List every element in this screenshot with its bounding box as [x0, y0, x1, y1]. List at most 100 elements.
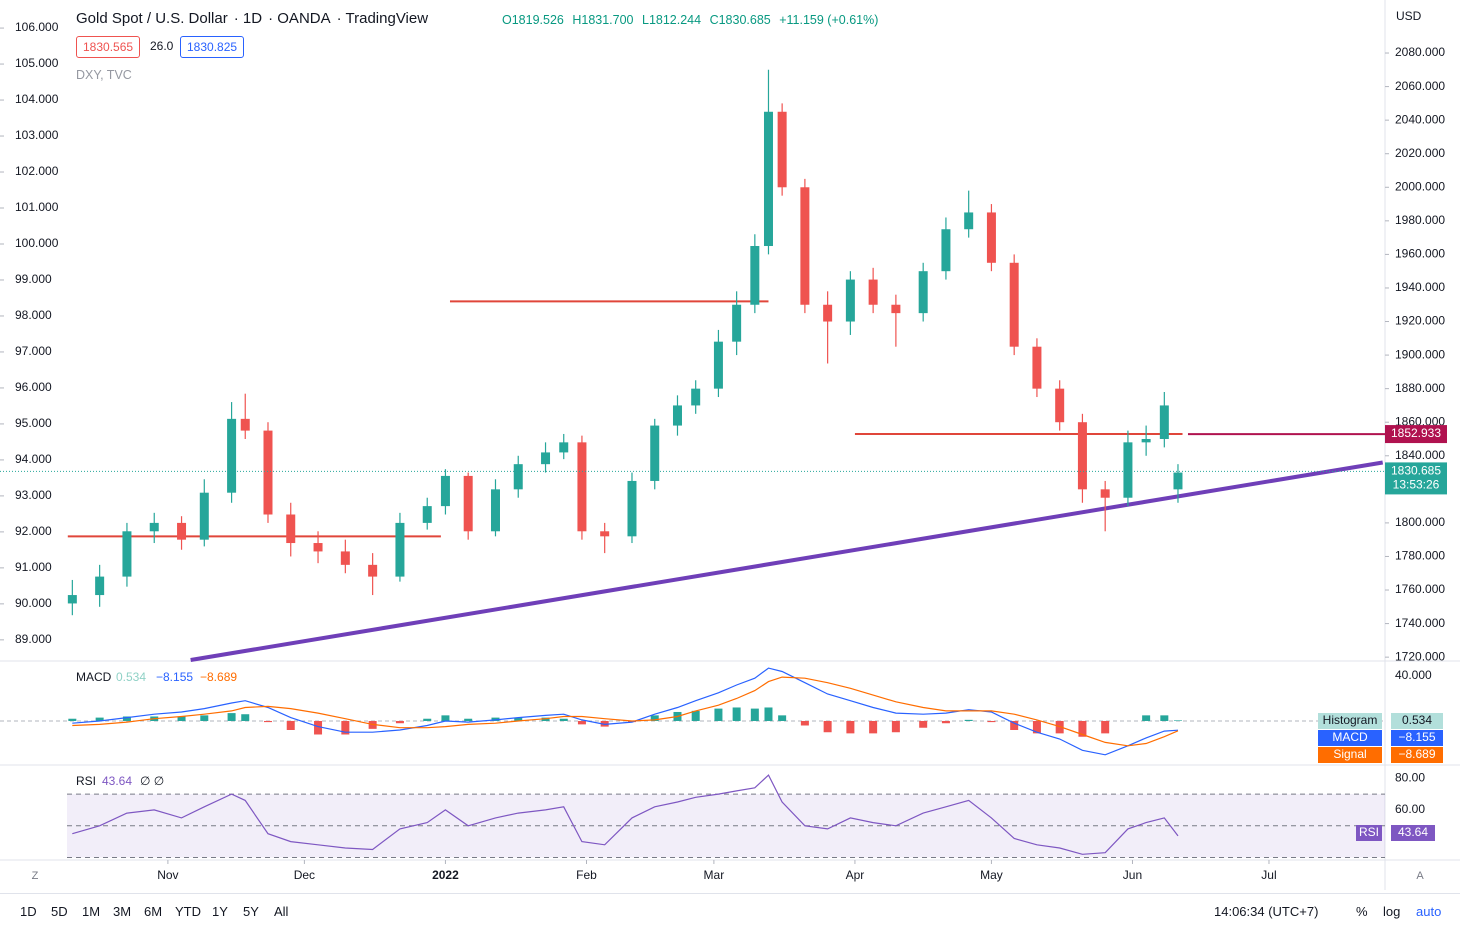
x-tick-label: 2022: [432, 868, 459, 882]
currency[interactable]: USD: [1396, 9, 1422, 23]
histogram-bar: [200, 715, 209, 721]
price-tag-label: 1852.933: [1391, 426, 1441, 440]
y2-tick-label: 96.000: [15, 380, 52, 394]
range-button[interactable]: 3M: [113, 904, 132, 919]
legend-params: ∅ ∅: [140, 774, 164, 788]
candle-body: [691, 388, 701, 406]
histogram-bar: [778, 715, 787, 721]
histogram-bar: [764, 707, 773, 721]
histogram-bar: [314, 720, 323, 735]
y-tick-label: 2080.000: [1395, 45, 1445, 59]
range-button[interactable]: 5D: [51, 904, 68, 919]
range-button[interactable]: All: [274, 904, 289, 919]
candle-body: [1100, 489, 1110, 498]
toolbar: 1D 5D 1M 3M 6M YTD 1Y 5Y All 14:06:34 (UTC+7) % …: [0, 893, 1460, 931]
pane-tag-value: −8.155: [1398, 730, 1435, 744]
y2-tick-label: 90.000: [15, 596, 52, 610]
y-tick-label: 1780.000: [1395, 549, 1445, 563]
candle-body: [1055, 388, 1065, 423]
histogram-bar: [1142, 715, 1151, 721]
histogram-bar: [750, 708, 759, 721]
pane-tag-name: Histogram: [1323, 713, 1378, 727]
histogram-bar: [1078, 720, 1087, 737]
y-tick-label: 2040.000: [1395, 112, 1445, 126]
candle-body: [600, 531, 610, 537]
x-tick-label: Jun: [1123, 868, 1142, 882]
x-tick-label: Apr: [846, 868, 865, 882]
histogram-bar: [691, 710, 700, 721]
y-tick-label: 1860.000: [1395, 414, 1445, 428]
candle-body: [199, 492, 209, 540]
candle-body: [513, 464, 523, 490]
pane-tag: [1356, 825, 1382, 841]
range-button[interactable]: 1M: [82, 904, 101, 919]
candle-body: [732, 304, 742, 342]
candle-body: [1141, 438, 1151, 443]
candle-body: [1173, 472, 1183, 490]
corner-button[interactable]: A: [1416, 870, 1424, 882]
auto-button[interactable]: auto: [1416, 904, 1442, 919]
candle-body: [440, 475, 450, 507]
histogram-bar: [650, 715, 659, 721]
y2-tick-label: 98.000: [15, 308, 52, 322]
macd-line: [72, 667, 1179, 756]
corner-button[interactable]: Z: [32, 870, 39, 882]
macd-pane: 40.000 MACD 0.534 −8.155 −8.689 Histogram 0.53…: [0, 667, 1443, 763]
histogram-bar: [514, 717, 523, 721]
y-tick-label: 2000.000: [1395, 179, 1445, 193]
candle-body: [763, 111, 773, 247]
candle-body: [313, 543, 323, 552]
symbol-header: Gold Spot / U.S. Dollar · 1D · OANDA · Trad…: [76, 10, 429, 27]
histogram-bar: [559, 718, 568, 721]
histogram-bar: [341, 720, 350, 735]
close: C1830.685: [709, 13, 771, 27]
histogram-bar: [122, 716, 131, 721]
y-tick-label: 1840.000: [1395, 448, 1445, 462]
candle-body: [1032, 346, 1042, 389]
y-tick-label: 1900.000: [1395, 347, 1445, 361]
x-tick-label: Feb: [576, 868, 597, 882]
pane-tag: [1391, 730, 1443, 746]
legend-value: −8.689: [200, 670, 237, 684]
pane-tag-name: Signal: [1333, 747, 1366, 761]
x-tick-label: Nov: [157, 868, 178, 882]
clock: 14:06:34 (UTC+7): [1214, 904, 1319, 919]
price-tag: [1385, 425, 1447, 444]
histogram-bar: [919, 720, 928, 728]
histogram-bar: [241, 714, 250, 721]
candle-body: [559, 442, 569, 453]
percent-button[interactable]: %: [1356, 904, 1368, 919]
log-button[interactable]: log: [1383, 904, 1401, 919]
range-button[interactable]: 1D: [20, 904, 37, 919]
histogram-bar: [1173, 720, 1182, 721]
y-tick-label: 1980.000: [1395, 213, 1445, 227]
candle-body: [177, 522, 187, 540]
histogram-bar: [68, 718, 77, 721]
range-button[interactable]: YTD: [175, 904, 201, 919]
candle-body: [964, 212, 974, 230]
y2-tick-label: 94.000: [15, 452, 52, 466]
candle-body: [1077, 422, 1087, 490]
pane-tag-name: RSI: [1359, 825, 1379, 839]
range-button[interactable]: 5Y: [243, 904, 259, 919]
histogram-bar: [464, 718, 473, 721]
candle-body: [1159, 405, 1169, 439]
y-tick-label: 1920.000: [1395, 314, 1445, 328]
last-price-label: 1830.685: [1391, 464, 1441, 478]
main-pane: 1720.000 1740.000 1760.000 1780.000 1800.000…: [0, 20, 1447, 882]
histogram-bar: [177, 716, 186, 721]
candle-body: [1009, 262, 1019, 347]
range-button[interactable]: 6M: [144, 904, 163, 919]
sell-button[interactable]: 1830.565: [76, 36, 141, 58]
range-button[interactable]: 1Y: [212, 904, 228, 919]
candle-body: [263, 430, 273, 515]
pane-tag-value: −8.689: [1398, 747, 1435, 761]
histogram-bar: [891, 720, 900, 733]
rsi-pane: 80.00 60.00 RSI 43.64 ∅ ∅ RSI 43.64: [67, 770, 1435, 858]
y2-tick-label: 101.000: [15, 200, 59, 214]
interval: 1D: [242, 10, 263, 27]
x-tick-label: Mar: [704, 868, 725, 882]
candle-body: [577, 442, 587, 532]
buy-button[interactable]: 1830.825: [180, 36, 245, 58]
